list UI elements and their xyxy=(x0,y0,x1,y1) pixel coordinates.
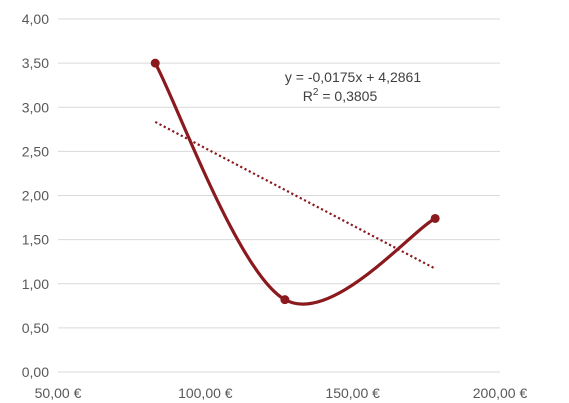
y-tick-label: 4,00 xyxy=(22,11,49,27)
y-tick-label: 0,00 xyxy=(22,364,49,380)
series-layer xyxy=(150,58,440,306)
data-point xyxy=(150,58,160,68)
trendline-equation: y = -0,0175x + 4,2861 R2 = 0,3805 xyxy=(285,69,421,104)
y-tick-label: 0,50 xyxy=(22,320,49,336)
x-tick-label: 200,00 € xyxy=(473,385,528,401)
r2-value: = 0,3805 xyxy=(318,88,377,104)
x-tick-label: 100,00 € xyxy=(178,385,233,401)
x-tick-label: 150,00 € xyxy=(325,385,380,401)
y-tick-label: 3,50 xyxy=(22,55,49,71)
r2-label: R xyxy=(303,88,313,104)
y-tick-label: 1,50 xyxy=(22,232,49,248)
y-tick-label: 1,00 xyxy=(22,276,49,292)
data-point xyxy=(430,213,440,223)
y-axis-tick-labels: 0,00 0,50 1,00 1,50 2,00 2,50 3,00 3,50 4,00 xyxy=(22,11,49,380)
grid-layer xyxy=(58,18,500,373)
y-tick-label: 3,00 xyxy=(22,99,49,115)
trendline-r2-text: R2 = 0,3805 xyxy=(303,87,378,104)
x-tick-label: 50,00 € xyxy=(35,385,82,401)
r2-superscript: 2 xyxy=(313,87,319,98)
series-line xyxy=(153,61,437,306)
x-axis-tick-labels: 50,00 € 100,00 € 150,00 € 200,00 € xyxy=(35,385,528,401)
y-tick-label: 2,00 xyxy=(22,188,49,204)
y-tick-label: 2,50 xyxy=(22,143,49,159)
data-point xyxy=(280,295,290,305)
trendline-equation-text: y = -0,0175x + 4,2861 xyxy=(285,69,421,85)
